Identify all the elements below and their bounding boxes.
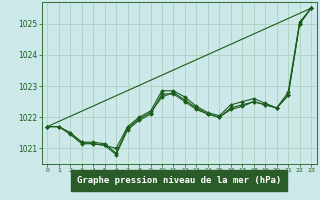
X-axis label: Graphe pression niveau de la mer (hPa): Graphe pression niveau de la mer (hPa) (77, 176, 281, 185)
